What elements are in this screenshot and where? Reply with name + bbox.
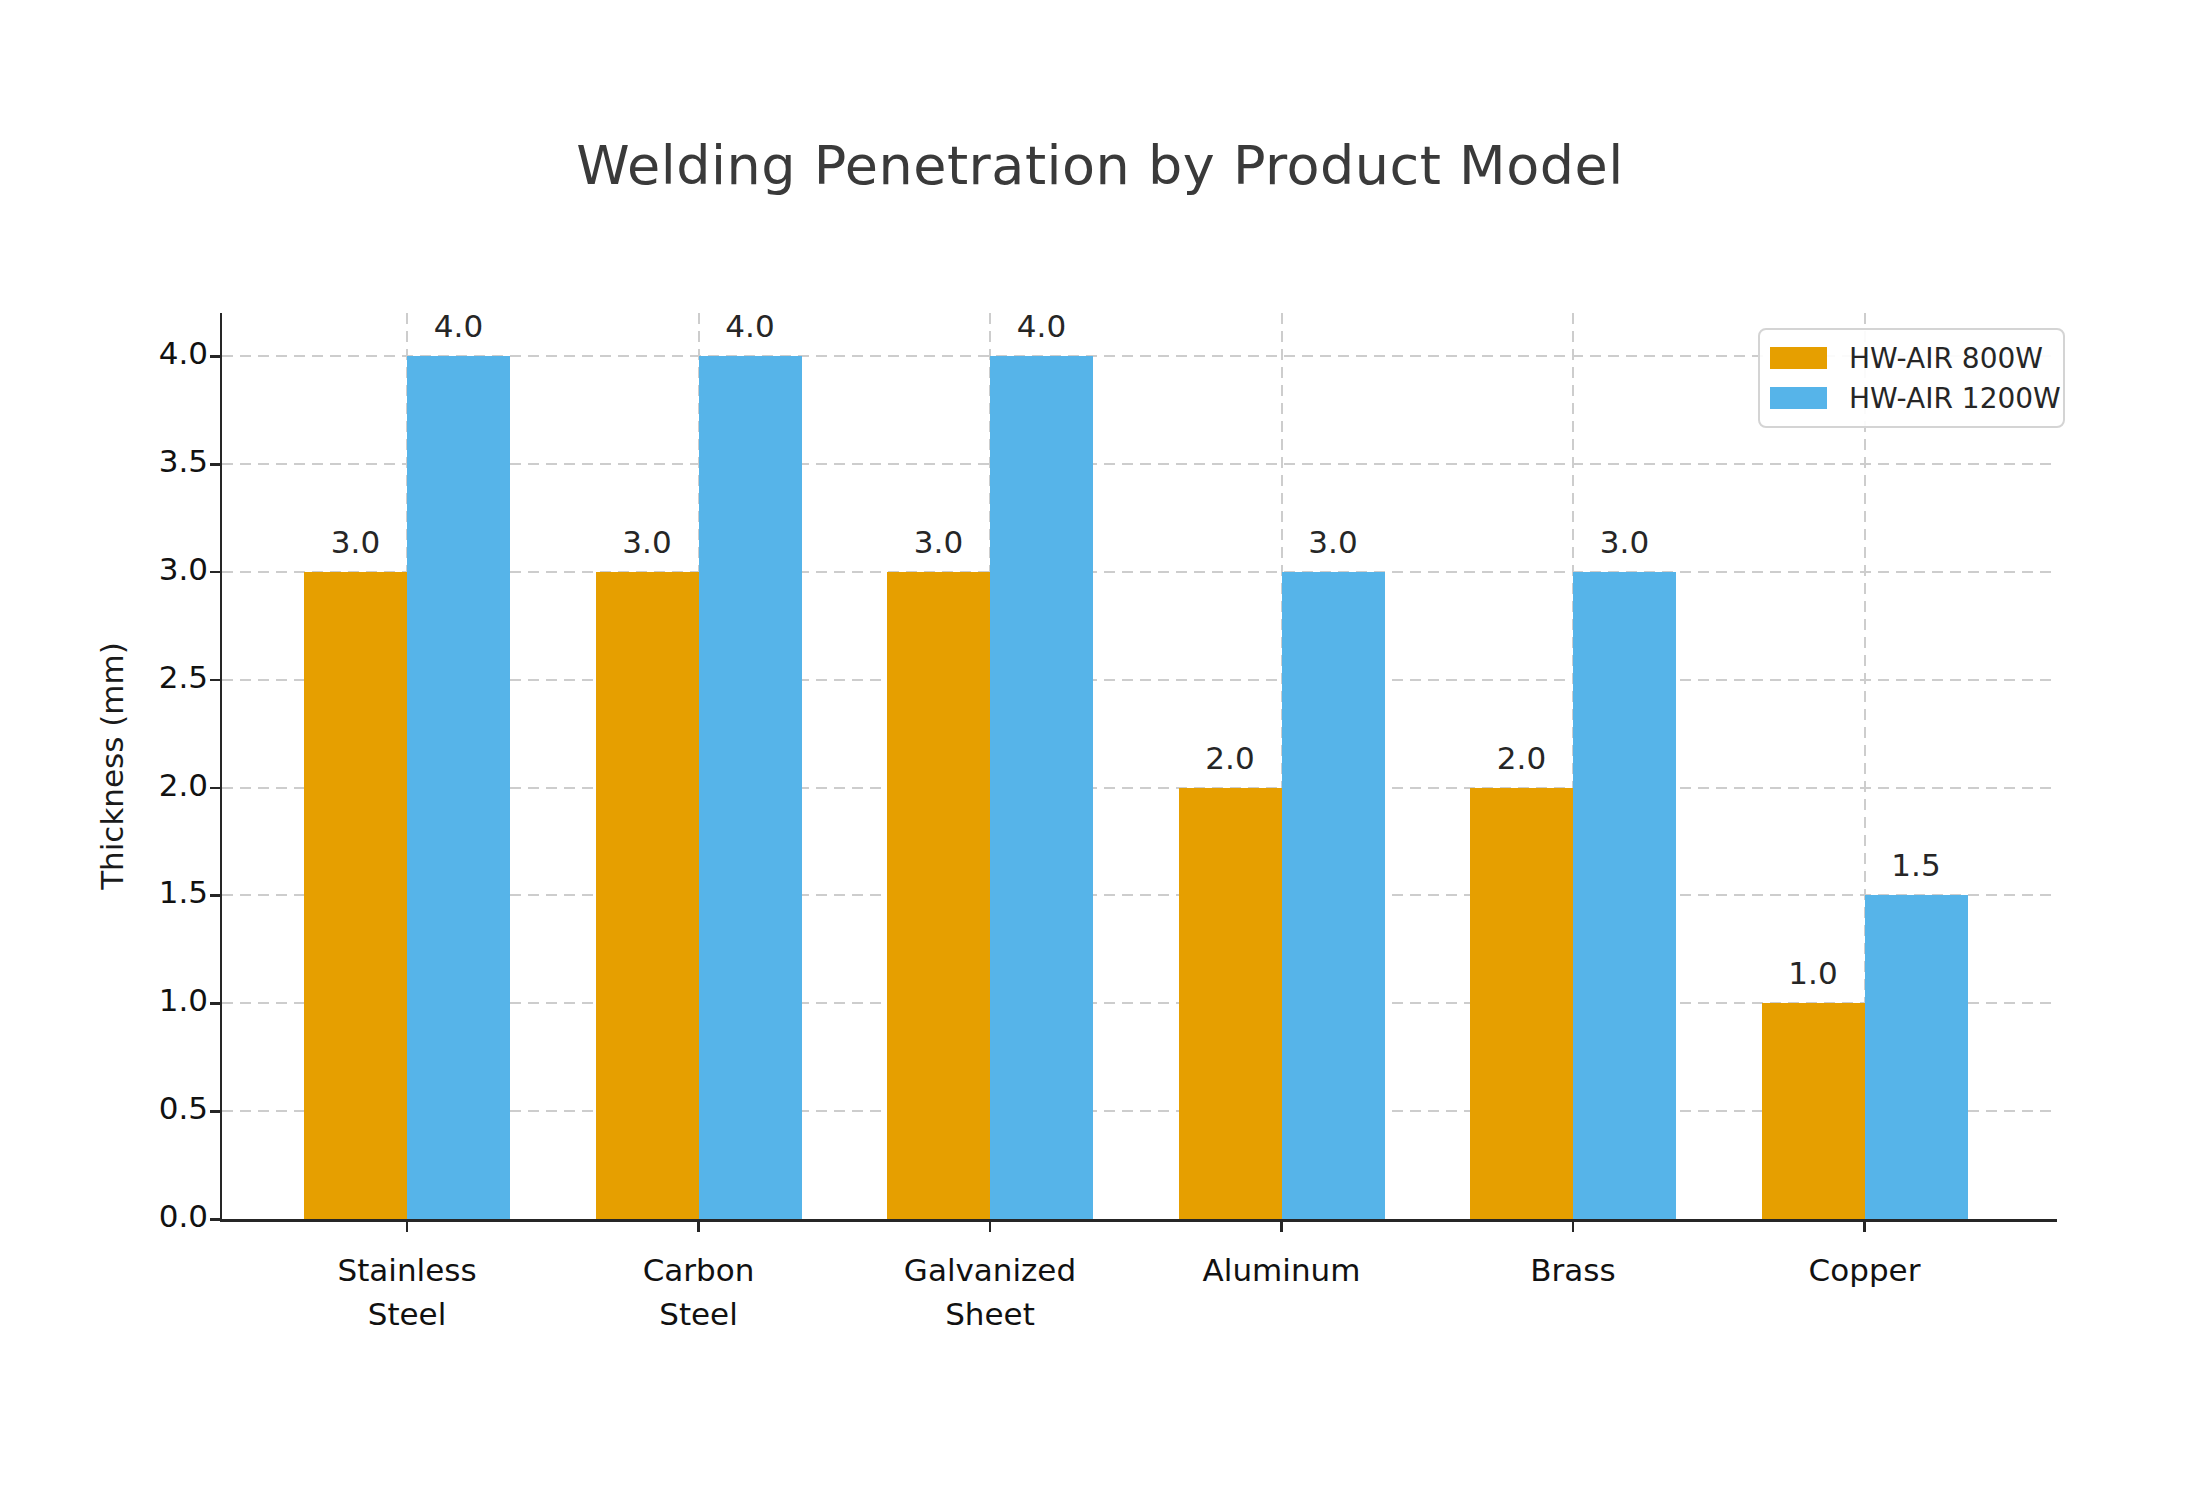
legend-label: HW-AIR 800W xyxy=(1849,342,2043,375)
bar-value-label: 1.0 xyxy=(1753,955,1873,991)
y-tick-label: 0.0 xyxy=(88,1198,208,1234)
bar-value-label: 3.0 xyxy=(879,524,999,560)
y-tick-mark xyxy=(210,1110,220,1113)
bar-value-label: 2.0 xyxy=(1462,740,1582,776)
y-tick-mark xyxy=(210,894,220,897)
y-tick-label: 1.5 xyxy=(88,874,208,910)
bar-hw-air-1200w xyxy=(1573,572,1676,1219)
bar-hw-air-1200w xyxy=(990,356,1093,1219)
x-tick-mark xyxy=(1572,1222,1575,1232)
bar-value-label: 4.0 xyxy=(690,308,810,344)
legend-swatch xyxy=(1770,347,1827,369)
x-tick-label: Copper xyxy=(1725,1248,2005,1292)
bar-hw-air-800w xyxy=(1762,1003,1865,1219)
legend-label: HW-AIR 1200W xyxy=(1849,382,2061,415)
y-tick-label: 1.0 xyxy=(88,982,208,1018)
bar-hw-air-1200w xyxy=(1865,895,1968,1219)
x-axis-spine xyxy=(220,1219,2058,1222)
y-axis-spine xyxy=(220,313,223,1222)
y-tick-label: 3.0 xyxy=(88,551,208,587)
y-tick-mark xyxy=(210,1002,220,1005)
x-tick-mark xyxy=(1280,1222,1283,1232)
bar-hw-air-800w xyxy=(887,572,990,1219)
legend-item: HW-AIR 1200W xyxy=(1770,378,2049,418)
bar-value-label: 4.0 xyxy=(982,308,1102,344)
legend-item: HW-AIR 800W xyxy=(1770,338,2049,378)
bar-hw-air-800w xyxy=(304,572,407,1219)
y-tick-mark xyxy=(210,355,220,358)
legend-swatch xyxy=(1770,387,1827,409)
y-tick-label: 3.5 xyxy=(88,443,208,479)
x-tick-mark xyxy=(406,1222,409,1232)
bar-value-label: 1.5 xyxy=(1856,847,1976,883)
bar-value-label: 4.0 xyxy=(399,308,519,344)
y-tick-label: 2.5 xyxy=(88,659,208,695)
y-tick-mark xyxy=(210,787,220,790)
y-tick-mark xyxy=(210,679,220,682)
bar-value-label: 2.0 xyxy=(1170,740,1290,776)
x-tick-mark xyxy=(697,1222,700,1232)
y-tick-label: 2.0 xyxy=(88,767,208,803)
y-tick-label: 4.0 xyxy=(88,335,208,371)
y-tick-mark xyxy=(210,1218,220,1221)
bar-hw-air-800w xyxy=(1179,788,1282,1219)
y-tick-label: 0.5 xyxy=(88,1090,208,1126)
y-tick-mark xyxy=(210,463,220,466)
bar-hw-air-800w xyxy=(1470,788,1573,1219)
plot-area: 3.0 3.0 3.0 2.0 2.0 1.0 4.0 4.0 4.0 3.0 3.0 1.5 0.0 0… xyxy=(0,0,2200,1500)
y-tick-mark xyxy=(210,571,220,574)
bar-hw-air-1200w xyxy=(407,356,510,1219)
x-tick-label: Carbon Steel xyxy=(559,1248,839,1336)
x-tick-label: Stainless Steel xyxy=(267,1248,547,1336)
figure: Welding Penetration by Product Model Thi… xyxy=(0,0,2200,1500)
bar-value-label: 3.0 xyxy=(296,524,416,560)
x-tick-label: Galvanized Sheet xyxy=(850,1248,1130,1336)
bar-hw-air-800w xyxy=(596,572,699,1219)
bar-value-label: 3.0 xyxy=(1565,524,1685,560)
bar-value-label: 3.0 xyxy=(1273,524,1393,560)
x-tick-label: Aluminum xyxy=(1142,1248,1422,1292)
x-tick-label: Brass xyxy=(1433,1248,1713,1292)
bar-hw-air-1200w xyxy=(1282,572,1385,1219)
x-tick-mark xyxy=(989,1222,992,1232)
x-tick-mark xyxy=(1863,1222,1866,1232)
bar-value-label: 3.0 xyxy=(587,524,707,560)
legend: HW-AIR 800WHW-AIR 1200W xyxy=(1758,328,2065,428)
bar-hw-air-1200w xyxy=(699,356,802,1219)
